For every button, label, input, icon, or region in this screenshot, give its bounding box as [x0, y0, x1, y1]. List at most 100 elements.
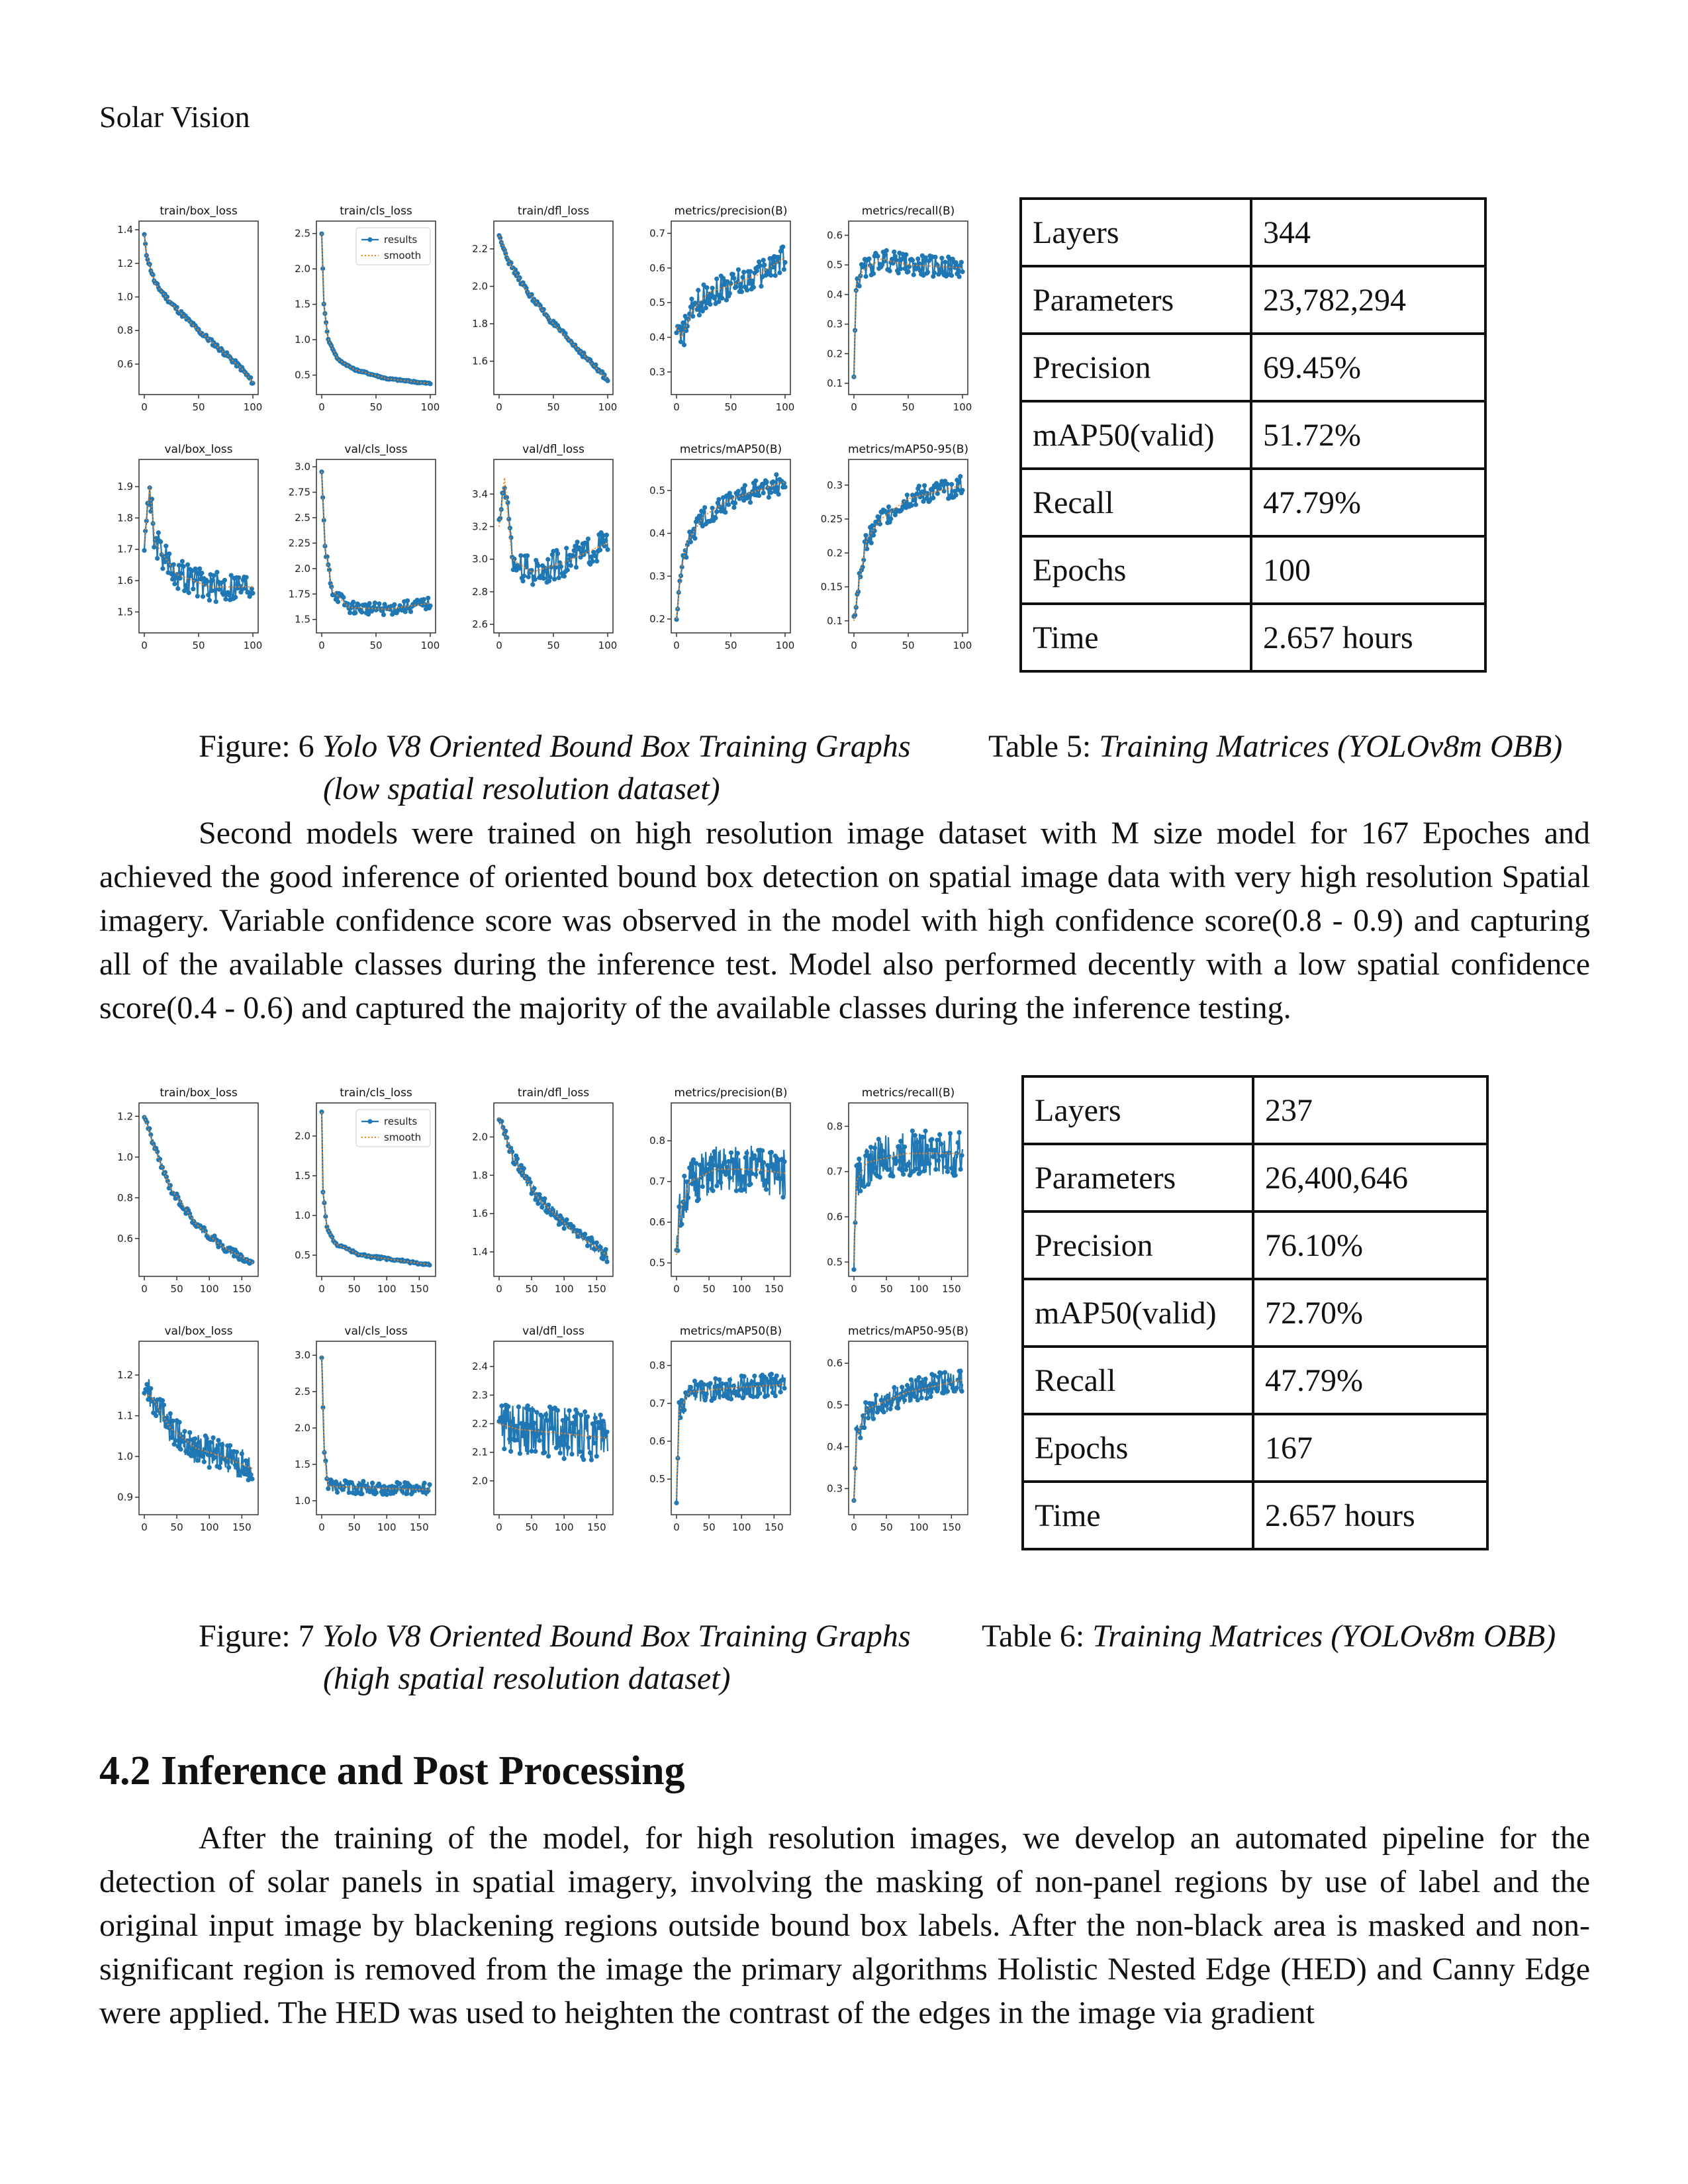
- data-point: [179, 559, 185, 564]
- data-point: [222, 577, 227, 583]
- data-point: [704, 285, 710, 291]
- data-point: [932, 1147, 937, 1153]
- data-point: [513, 1423, 519, 1429]
- data-point: [397, 1481, 402, 1486]
- data-point: [502, 1447, 507, 1452]
- data-point: [498, 1415, 503, 1421]
- data-point: [870, 271, 876, 276]
- y-tick-label: 2.6: [472, 618, 488, 630]
- x-tick-label: 100: [555, 1283, 574, 1295]
- chart-panel: metrics/recall(B) 0 50 100 0.1 0.2 0.3 0.4 0.5 0.…: [827, 205, 972, 413]
- data-point: [740, 275, 745, 280]
- table-5-title: Training Matrices (YOLOv8m OBB): [1099, 729, 1563, 764]
- data-point: [587, 1450, 593, 1456]
- data-point: [583, 1231, 588, 1237]
- data-point: [578, 555, 583, 560]
- data-point: [939, 256, 945, 261]
- metric-name: Parameters: [1021, 1143, 1254, 1213]
- data-point: [724, 297, 729, 303]
- data-point: [577, 1449, 583, 1454]
- data-point: [602, 544, 607, 549]
- results-series-line: [675, 1374, 786, 1503]
- chart-panel: val/dfl_loss 0 50 100 2.6 2.8 3.0 3.2 3.4: [472, 443, 617, 651]
- data-point: [226, 593, 232, 598]
- x-tick-label: 0: [318, 1283, 325, 1295]
- data-point: [739, 289, 744, 295]
- data-point: [526, 574, 531, 580]
- data-point: [581, 552, 586, 557]
- x-tick-label: 100: [377, 1521, 397, 1533]
- data-point: [745, 1170, 751, 1176]
- data-point: [244, 575, 249, 580]
- data-point: [882, 252, 888, 258]
- data-point: [585, 1243, 590, 1249]
- data-point: [720, 1381, 725, 1386]
- data-point: [723, 510, 728, 515]
- data-point: [250, 1476, 255, 1482]
- data-point: [211, 573, 216, 578]
- data-point: [753, 478, 759, 483]
- data-point: [594, 1240, 599, 1245]
- data-point: [767, 486, 773, 491]
- data-point: [744, 1151, 749, 1156]
- data-point: [917, 1170, 923, 1175]
- data-point: [958, 1368, 963, 1374]
- data-point: [913, 502, 919, 507]
- data-point: [936, 1158, 941, 1163]
- metric-value: 51.72%: [1250, 400, 1487, 470]
- data-point: [741, 1374, 747, 1379]
- data-point: [919, 1161, 924, 1167]
- data-point: [600, 1256, 606, 1262]
- data-point: [188, 573, 194, 579]
- data-point: [166, 1425, 171, 1431]
- data-point: [736, 1393, 741, 1398]
- data-point: [361, 1478, 366, 1484]
- data-point: [320, 266, 326, 271]
- chart-title: train/box_loss: [160, 205, 238, 218]
- data-point: [239, 1254, 244, 1259]
- plot-frame: [671, 1341, 791, 1515]
- data-point: [350, 599, 356, 605]
- data-point: [687, 1165, 692, 1170]
- y-tick-label: 0.6: [649, 1216, 665, 1228]
- data-point: [776, 491, 781, 497]
- results-series-line: [853, 476, 964, 617]
- data-point: [722, 1161, 727, 1166]
- data-point: [177, 575, 183, 581]
- data-point: [914, 491, 919, 497]
- data-point: [543, 1412, 549, 1417]
- legend-label-results: results: [384, 234, 417, 246]
- table-5-number: Table 5:: [988, 729, 1092, 764]
- data-point: [708, 302, 713, 307]
- data-point: [234, 1449, 240, 1454]
- data-point: [900, 1384, 905, 1390]
- data-point: [724, 1172, 729, 1177]
- data-point: [586, 1435, 592, 1441]
- data-point: [579, 1412, 584, 1418]
- smooth-series-line: [853, 1379, 963, 1501]
- x-tick-label: 150: [765, 1521, 784, 1533]
- data-point: [204, 1436, 209, 1441]
- chart-panel: val/box_loss 0 50 100 150 0.9 1.0 1.1 1.2: [117, 1325, 259, 1533]
- y-tick-label: 0.7: [827, 1166, 843, 1178]
- data-point: [880, 1148, 885, 1154]
- data-point: [392, 602, 397, 607]
- data-point: [678, 339, 684, 344]
- data-point: [906, 269, 911, 274]
- data-point: [178, 1447, 183, 1452]
- data-point: [882, 1160, 888, 1165]
- data-point: [148, 1132, 154, 1137]
- data-point: [205, 579, 210, 584]
- y-tick-label: 0.8: [827, 1120, 843, 1132]
- data-point: [506, 516, 512, 522]
- table-5-caption: Table 5: Training Matrices (YOLOv8m OBB): [988, 726, 1562, 768]
- data-point: [242, 585, 248, 591]
- data-point: [760, 1148, 765, 1153]
- data-point: [525, 1403, 530, 1409]
- data-point: [687, 311, 692, 316]
- data-point: [901, 256, 907, 261]
- y-tick-label: 2.0: [472, 1131, 488, 1143]
- x-tick-label: 50: [348, 1283, 361, 1295]
- data-point: [782, 1386, 787, 1391]
- table-row: Epochs 100: [1019, 535, 1487, 605]
